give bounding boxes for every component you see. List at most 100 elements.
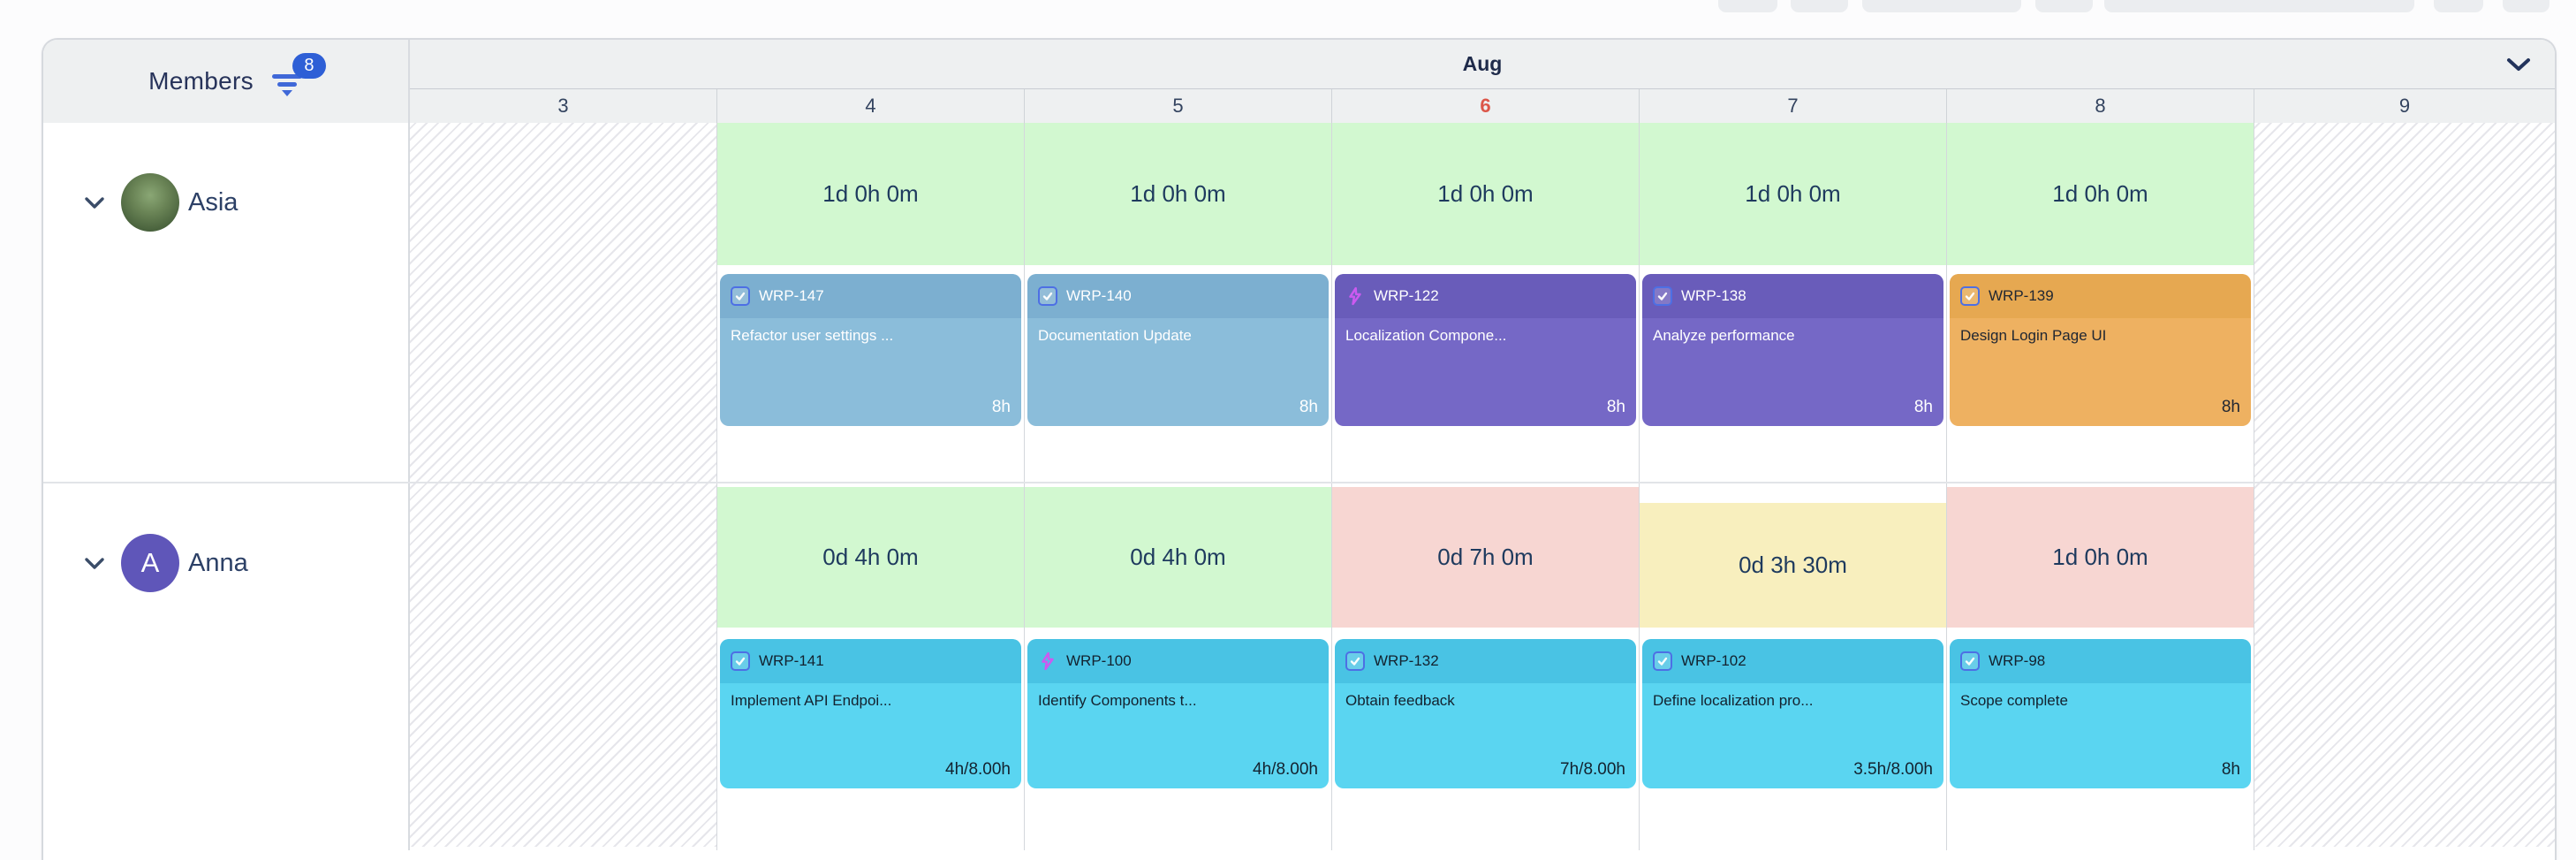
task-hours: 8h <box>1299 398 1318 416</box>
member-name: Anna <box>188 548 248 577</box>
members-label: Members <box>148 67 254 95</box>
task-hours: 8h <box>2221 760 2240 779</box>
task-title: Analyze performance <box>1653 327 1795 344</box>
toolbar-button[interactable] <box>1718 0 1777 12</box>
member-cell-asia: Asia <box>43 123 410 482</box>
task-key: WRP-140 <box>1066 287 1132 304</box>
chevron-down-icon[interactable] <box>84 557 105 570</box>
task-title: Design Login Page UI <box>1960 327 2107 344</box>
day-header-5: 5 <box>1025 89 1332 123</box>
capacity-cell: 1d 0h 0m <box>1025 123 1331 265</box>
capacity-cell: 0d 3h 30m <box>1640 503 1946 628</box>
workload-planning-panel: Members 8 Aug 3 4 5 6 7 8 9 <box>42 38 2557 860</box>
filter-count-badge[interactable]: 8 <box>292 53 326 79</box>
member-avatar-initial[interactable]: A <box>121 534 179 592</box>
task-card[interactable]: WRP-100 Identify Components t... 4h/8.00… <box>1027 639 1329 788</box>
task-title: Localization Compone... <box>1345 327 1507 344</box>
task-card[interactable]: WRP-122 Localization Compone... 8h <box>1335 274 1636 426</box>
task-card[interactable]: WRP-102 Define localization pro... 3.5h/… <box>1642 639 1943 788</box>
task-title: Documentation Update <box>1038 327 1192 344</box>
day-cell: 0d 7h 0m WRP-132 Obtain feedback 7h/8.00… <box>1332 483 1640 850</box>
member-row-asia: Asia 1d 0h 0m WRP-147 Refactor user sett… <box>43 123 2555 483</box>
task-card[interactable]: WRP-139 Design Login Page UI 8h <box>1950 274 2251 426</box>
task-key: WRP-102 <box>1681 652 1746 669</box>
task-key: WRP-122 <box>1374 287 1439 304</box>
task-hours: 4h/8.00h <box>1253 760 1318 779</box>
task-card[interactable]: WRP-147 Refactor user settings ... 8h <box>720 274 1021 426</box>
member-avatar-photo[interactable] <box>121 173 179 232</box>
task-card[interactable]: WRP-140 Documentation Update 8h <box>1027 274 1329 426</box>
task-hours: 7h/8.00h <box>1560 760 1625 779</box>
weekend-column-hatch <box>2254 123 2555 482</box>
toolbar-button[interactable] <box>2104 0 2414 12</box>
task-title: Define localization pro... <box>1653 692 1814 709</box>
task-card[interactable]: WRP-138 Analyze performance 8h <box>1642 274 1943 426</box>
day-header-4: 4 <box>717 89 1025 123</box>
capacity-cell: 0d 7h 0m <box>1332 487 1639 628</box>
day-header-6-today: 6 <box>1332 89 1640 123</box>
task-type-icon <box>731 286 750 306</box>
task-card[interactable]: WRP-132 Obtain feedback 7h/8.00h <box>1335 639 1636 788</box>
task-key: WRP-98 <box>1989 652 2046 669</box>
task-type-icon <box>731 651 750 671</box>
weekend-column-hatch <box>2254 483 2555 850</box>
task-type-icon <box>1653 651 1672 671</box>
task-title: Implement API Endpoi... <box>731 692 892 709</box>
weekend-column-hatch <box>410 483 717 850</box>
capacity-cell: 1d 0h 0m <box>1640 123 1946 265</box>
capacity-cell: 1d 0h 0m <box>1947 123 2254 265</box>
task-card[interactable]: WRP-98 Scope complete 8h <box>1950 639 2251 788</box>
capacity-cell: 0d 4h 0m <box>717 487 1024 628</box>
task-type-icon <box>1345 651 1365 671</box>
task-title: Obtain feedback <box>1345 692 1455 709</box>
day-cell: 0d 3h 30m WRP-102 Define localization pr… <box>1640 483 1947 850</box>
task-title: Identify Components t... <box>1038 692 1197 709</box>
members-header: Members 8 <box>43 40 410 123</box>
task-key: WRP-139 <box>1989 287 2054 304</box>
day-cell: 0d 4h 0m WRP-141 Implement API Endpoi...… <box>717 483 1025 850</box>
epic-icon <box>1345 286 1365 306</box>
task-type-icon <box>1960 651 1980 671</box>
capacity-cell: 1d 0h 0m <box>1332 123 1639 265</box>
task-hours: 3.5h/8.00h <box>1853 760 1933 779</box>
task-key: WRP-138 <box>1681 287 1746 304</box>
day-cell: 1d 0h 0m WRP-138 Analyze performance 8h <box>1640 123 1947 482</box>
toolbar-button[interactable] <box>1791 0 1848 12</box>
task-key: WRP-147 <box>759 287 824 304</box>
filter-icon[interactable] <box>271 74 303 96</box>
toolbar-button[interactable] <box>2434 0 2483 12</box>
task-type-icon <box>1653 286 1672 306</box>
task-title: Refactor user settings ... <box>731 327 894 344</box>
weekend-column-hatch <box>410 123 717 482</box>
member-cell-anna: A Anna <box>43 483 410 850</box>
capacity-cell: 1d 0h 0m <box>717 123 1024 265</box>
toolbar-button[interactable] <box>2503 0 2549 12</box>
day-header-3: 3 <box>410 89 717 123</box>
task-card[interactable]: WRP-141 Implement API Endpoi... 4h/8.00h <box>720 639 1021 788</box>
capacity-cell: 1d 0h 0m <box>1947 487 2254 628</box>
toolbar-button[interactable] <box>2035 0 2093 12</box>
toolbar-button[interactable] <box>1862 0 2021 12</box>
day-header-9: 9 <box>2398 95 2411 117</box>
task-hours: 8h <box>991 398 1011 416</box>
capacity-cell: 0d 4h 0m <box>1025 487 1331 628</box>
day-header-row: 3 4 5 6 7 8 9 <box>410 89 2555 123</box>
day-cell: 1d 0h 0m WRP-140 Documentation Update 8h <box>1025 123 1332 482</box>
task-hours: 8h <box>2221 398 2240 416</box>
task-key: WRP-100 <box>1066 652 1132 669</box>
task-key: WRP-141 <box>759 652 824 669</box>
task-type-icon <box>1038 286 1057 306</box>
task-title: Scope complete <box>1960 692 2068 709</box>
day-cell: 0d 4h 0m WRP-100 Identify Components t..… <box>1025 483 1332 850</box>
month-label: Aug <box>1462 52 1503 75</box>
chevron-down-icon[interactable] <box>84 196 105 209</box>
month-header-bar: Aug <box>410 40 2555 89</box>
task-key: WRP-132 <box>1374 652 1439 669</box>
member-name: Asia <box>188 187 239 217</box>
day-cell: 1d 0h 0m WRP-147 Refactor user settings … <box>717 123 1025 482</box>
collapse-panel-chevron-icon[interactable] <box>2505 57 2532 77</box>
day-header-7: 7 <box>1640 89 1947 123</box>
day-header-8: 8 <box>1947 89 2254 123</box>
task-hours: 8h <box>1606 398 1625 416</box>
